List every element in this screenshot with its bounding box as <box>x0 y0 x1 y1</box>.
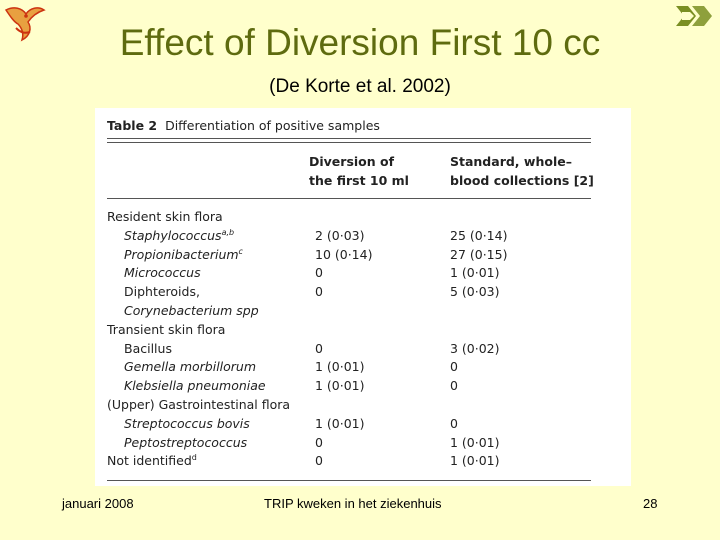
table-row: Corynebacterium spp <box>95 302 631 321</box>
cell-diversion: 0 <box>315 340 323 356</box>
cell-standard: 25 (0·14) <box>450 227 508 243</box>
table-row: Staphylococcusa,b 2 (0·03) 25 (0·14) <box>95 227 631 246</box>
row-label: Staphylococcus <box>124 227 222 243</box>
top-rule-double <box>107 142 591 143</box>
top-rule <box>107 138 591 139</box>
row-label: Streptococcus bovis <box>124 415 250 431</box>
col-header-standard: Standard, whole– blood collections [2] <box>450 154 594 188</box>
cell-standard: 0 <box>450 415 458 431</box>
table-row: Diphteroids, 0 5 (0·03) <box>95 283 631 302</box>
bird-logo-icon <box>4 7 46 42</box>
footer-title: TRIP kweken in het ziekenhuis <box>264 496 442 511</box>
slide-title: Effect of Diversion First 10 cc <box>119 22 601 63</box>
table-row: Resident skin flora <box>95 208 631 227</box>
footer-date: januari 2008 <box>62 496 134 511</box>
table-row: Peptostreptococcus 0 1 (0·01) <box>95 434 631 453</box>
slide-subtitle: (De Korte et al. 2002) <box>269 76 451 97</box>
cell-diversion: 2 (0·03) <box>315 227 365 243</box>
table-row: Not identifiedd 0 1 (0·01) <box>95 452 631 471</box>
table-row: Micrococcus 0 1 (0·01) <box>95 264 631 283</box>
row-label-wrapper: Not identifiedd <box>107 452 197 471</box>
row-label: (Upper) Gastrointestinal flora <box>107 397 291 412</box>
row-label-wrapper: Staphylococcusa,b <box>124 227 234 246</box>
table-caption-text: Differentiation of positive samples <box>165 118 380 133</box>
row-label: Gemella morbillorum <box>124 359 257 375</box>
table-row: Streptococcus bovis 1 (0·01) 0 <box>95 415 631 434</box>
row-label: Micrococcus <box>124 265 201 281</box>
cell-diversion: 0 <box>315 453 323 469</box>
header-rule <box>107 198 591 199</box>
row-label-wrapper: Propionibacteriumc <box>124 246 243 265</box>
row-label: Bacillus <box>124 340 172 356</box>
table-row: Gemella morbillorum 1 (0·01) 0 <box>95 358 631 377</box>
table-caption-number: Table 2 <box>107 118 158 133</box>
cell-standard: 0 <box>450 359 458 375</box>
row-label: Peptostreptococcus <box>124 434 248 450</box>
row-label: Not identified <box>107 453 192 469</box>
cell-standard: 3 (0·02) <box>450 340 500 356</box>
row-label: Corynebacterium spp <box>124 303 259 318</box>
cell-diversion: 0 <box>315 284 323 300</box>
table-row: Propionibacteriumc 10 (0·14) 27 (0·15) <box>95 246 631 265</box>
row-label: Diphteroids, <box>124 284 200 300</box>
table-row: Klebsiella pneumoniae 1 (0·01) 0 <box>95 377 631 396</box>
col-header-diversion: Diversion of the first 10 ml <box>309 154 409 188</box>
table-caption: Table 2 Differentiation of positive samp… <box>107 118 380 133</box>
cell-diversion: 0 <box>315 434 323 450</box>
row-footnote-marker: c <box>238 246 243 256</box>
cell-standard: 1 (0·01) <box>450 453 500 469</box>
row-label: Propionibacterium <box>124 246 239 262</box>
cell-standard: 5 (0·03) <box>450 284 500 300</box>
cell-diversion: 1 (0·01) <box>315 378 365 394</box>
bottom-rule <box>107 480 591 481</box>
row-label: Resident skin flora <box>107 209 223 224</box>
table-row: Transient skin flora <box>95 321 631 340</box>
cell-standard: 1 (0·01) <box>450 265 500 281</box>
cell-diversion: 1 (0·01) <box>315 359 365 375</box>
cell-diversion: 10 (0·14) <box>315 246 373 262</box>
table-row: Bacillus 0 3 (0·02) <box>95 340 631 359</box>
table-row: (Upper) Gastrointestinal flora <box>95 396 631 415</box>
cell-diversion: 0 <box>315 265 323 281</box>
cell-standard: 27 (0·15) <box>450 246 508 262</box>
footer-page-number: 28 <box>643 496 658 511</box>
row-footnote-marker: a,b <box>221 227 235 237</box>
table-figure: Table 2 Differentiation of positive samp… <box>95 108 631 486</box>
cell-standard: 1 (0·01) <box>450 434 500 450</box>
row-label: Klebsiella pneumoniae <box>124 378 266 394</box>
row-label: Transient skin flora <box>107 321 226 337</box>
chevron-logo-icon <box>676 6 712 26</box>
row-footnote-marker: d <box>191 453 197 463</box>
cell-diversion: 1 (0·01) <box>315 415 365 431</box>
cell-standard: 0 <box>450 378 458 394</box>
